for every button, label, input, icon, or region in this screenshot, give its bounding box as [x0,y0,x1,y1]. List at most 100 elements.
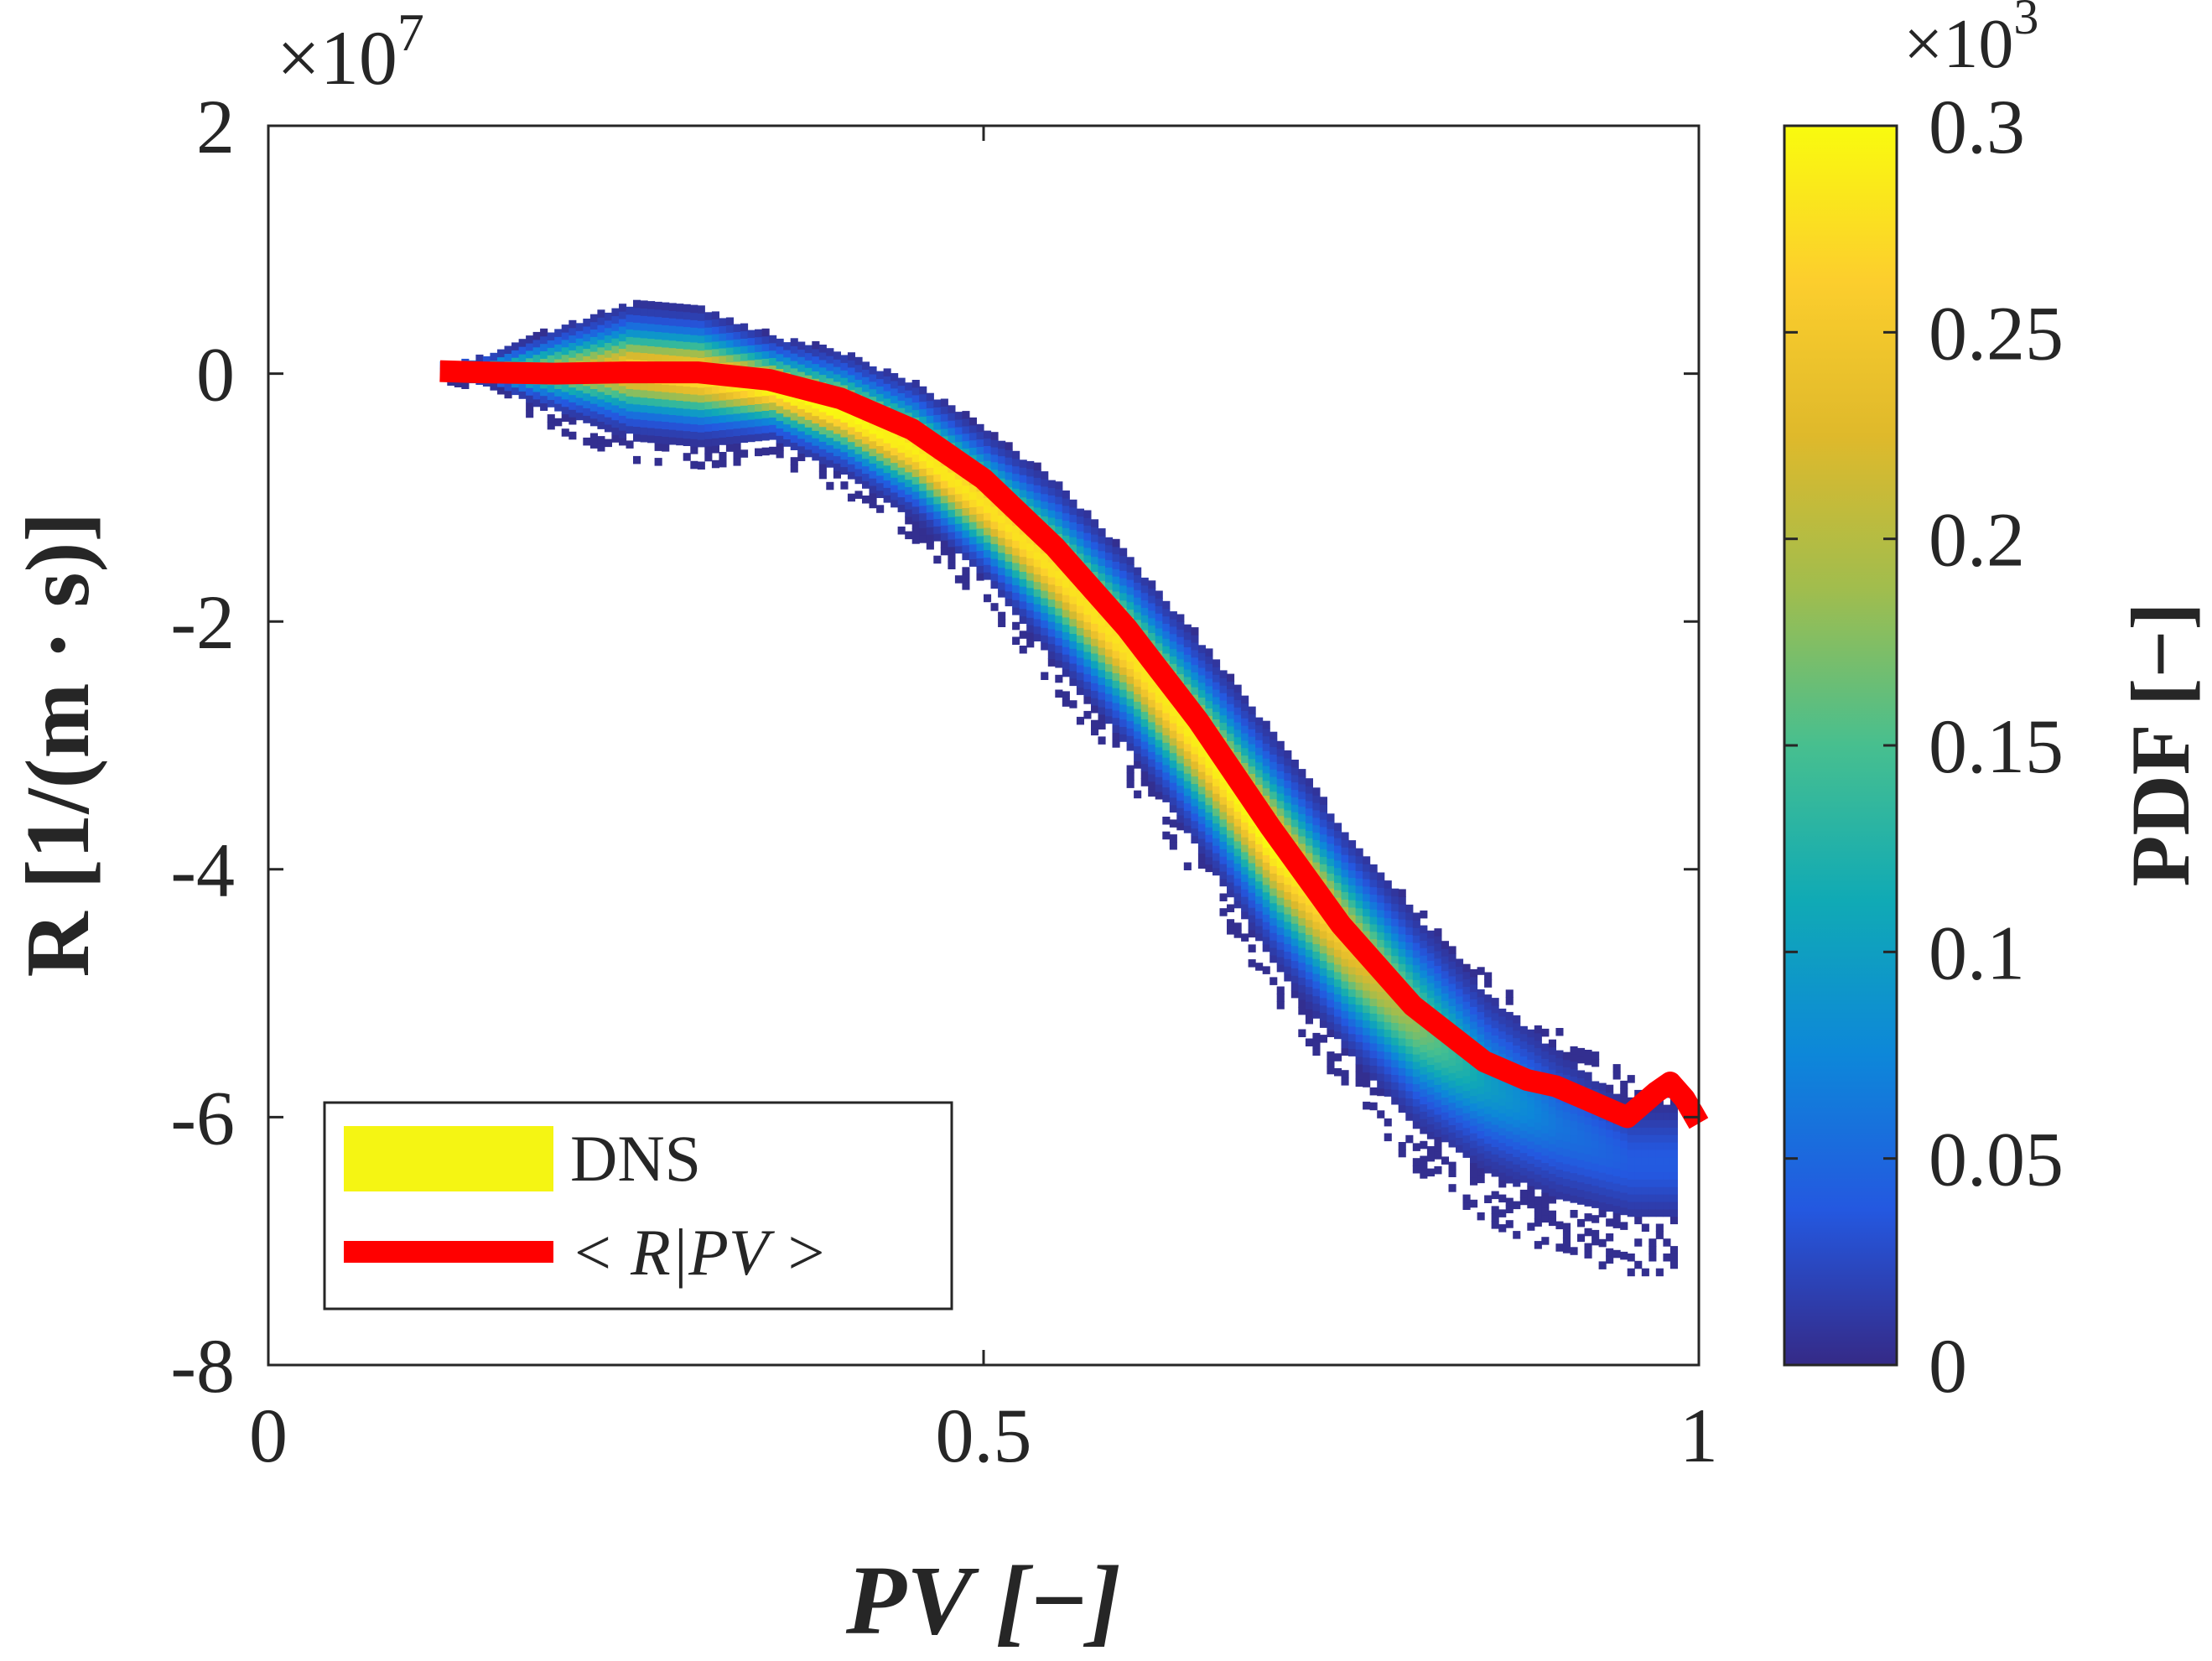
heatmap-cell [1327,828,1335,837]
heatmap-cell [1505,1108,1514,1117]
heatmap-cell [1298,835,1306,844]
heatmap-cell [1076,716,1084,725]
heatmap-cell [1262,839,1270,849]
heatmap-cell [1155,598,1163,606]
heatmap-cell [1391,1030,1399,1038]
heatmap-cell [1548,1046,1556,1056]
heatmap-cell [1126,683,1135,692]
heatmap-cell [1398,971,1406,979]
heatmap-cell [1284,802,1292,811]
heatmap-cell [1527,1103,1535,1112]
heatmap-cell [1248,706,1256,715]
heatmap-cell [1076,590,1084,599]
heatmap-cell [1391,963,1399,971]
heatmap-cell [1384,925,1392,933]
heatmap-cell [1377,991,1385,999]
heatmap-cell [1176,725,1185,734]
heatmap-cell [683,356,691,365]
heatmap-cell [783,408,792,418]
heatmap-cell [1312,980,1321,989]
heatmap-cell [1219,804,1228,812]
heatmap-cell [1391,932,1399,942]
heatmap-cell [1033,604,1041,612]
heatmap-cell [1083,666,1092,675]
heatmap-cell [1384,940,1392,948]
heatmap-cell [761,433,770,441]
heatmap-cell [1205,767,1213,776]
heatmap-cell [1519,1196,1528,1206]
heatmap-cell [1055,511,1063,520]
heatmap-cell [883,368,891,376]
heatmap-cell [1026,468,1035,477]
heatmap-cell [1527,1140,1535,1150]
heatmap-cell [1426,1116,1435,1124]
heatmap-cell [1083,554,1092,563]
heatmap-cell [1140,622,1149,631]
heatmap-cell [704,387,713,395]
heatmap-cell [1634,1171,1643,1180]
heatmap-cell [948,532,956,540]
heatmap-cell [1248,877,1256,886]
heatmap-cell [1212,786,1221,794]
heatmap-cell [911,380,920,388]
heatmap-cell [589,344,598,352]
heatmap-cell [911,469,920,477]
heatmap-cell [1634,1208,1643,1217]
heatmap-cell [547,421,555,430]
heatmap-cell [911,528,920,537]
heatmap-cell [876,371,885,380]
heatmap-cell [1255,732,1264,740]
heatmap-cell [662,436,670,444]
heatmap-cell [897,496,906,505]
heatmap-cell [818,366,827,376]
heatmap-cell [1505,1116,1514,1124]
heatmap-cell [783,394,792,402]
heatmap-cell [1126,557,1135,565]
heatmap-cell [511,342,520,350]
heatmap-cell [1505,1168,1514,1176]
heatmap-cell [683,415,691,424]
heatmap-cell [1426,982,1435,991]
heatmap-cell [1341,980,1349,989]
heatmap-cell [1319,849,1327,857]
heatmap-cell [1641,1171,1649,1180]
heatmap-cell [1126,720,1135,729]
heatmap-cell [1591,1163,1600,1171]
heatmap-cell [1026,558,1035,566]
heatmap-cell [1191,664,1199,672]
heatmap-cell [1091,571,1099,579]
heatmap-cell [833,440,841,449]
heatmap-cell [1290,826,1299,835]
heatmap-cell [1412,1091,1420,1099]
heatmap-cell [690,408,698,418]
heatmap-cell [1448,1109,1456,1118]
heatmap-cell [1541,1147,1550,1156]
heatmap-cell [1305,852,1313,861]
heatmap-cell [854,454,863,462]
heatmap-cell [1384,947,1392,956]
heatmap-cell [790,405,798,413]
heatmap-cell [1663,1186,1671,1195]
heatmap-cell [1047,599,1056,607]
heatmap-cell [1219,841,1228,849]
heatmap-cell [840,414,849,423]
heatmap-cell [1562,1222,1571,1232]
heatmap-cell [1555,1102,1564,1111]
heatmap-cell [1126,601,1135,610]
heatmap-cell [1148,707,1156,715]
heatmap-cell [1205,760,1213,768]
heatmap-cell [1098,714,1106,723]
heatmap-cell [711,459,719,469]
heatmap-cell [1534,1181,1542,1190]
heatmap-cell [919,527,927,536]
heatmap-cell [1456,966,1464,974]
heatmap-cell [640,382,648,391]
heatmap-cell [1434,1151,1442,1160]
heatmap-cell [1420,955,1428,963]
heatmap-cell [1491,1094,1499,1103]
heatmap-cell [1176,636,1185,645]
heatmap-cell [1169,767,1177,776]
heatmap-cell [1484,1150,1493,1159]
heatmap-cell [1348,981,1357,990]
heatmap-cell [1155,620,1163,629]
